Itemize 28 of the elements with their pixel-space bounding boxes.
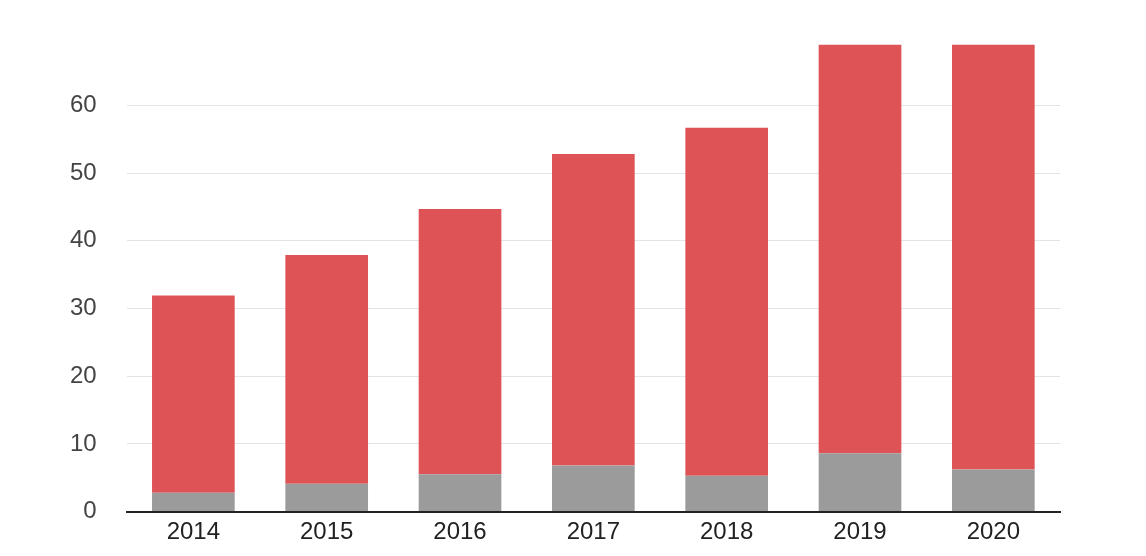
bar [152,295,235,493]
bar [418,208,502,475]
bar [685,127,769,476]
x-tick-label: 2017 [566,516,621,544]
bar [418,474,502,512]
y-tick-label: 10 [69,428,97,456]
y-tick-label: 40 [69,225,97,253]
bar [952,44,1035,470]
bar [285,483,369,512]
bar [285,254,369,484]
y-tick-label: 20 [69,360,97,388]
bar [952,469,1035,512]
bar [152,492,235,512]
bar [818,453,902,512]
y-tick-label: 30 [69,293,97,321]
x-tick-label: 2018 [699,516,754,544]
bar [685,475,769,512]
x-tick-label: 2014 [166,516,221,544]
x-tick-label: 2015 [299,516,354,544]
bar [818,44,902,454]
bar [552,154,635,466]
bar [552,465,635,512]
x-tick-label: 2020 [966,516,1021,544]
y-tick-label: 0 [83,496,97,524]
x-tick-label: 2016 [433,516,487,544]
x-tick-label: 2019 [833,516,887,544]
y-tick-label: 50 [69,157,97,185]
y-tick-label: 60 [69,89,97,117]
